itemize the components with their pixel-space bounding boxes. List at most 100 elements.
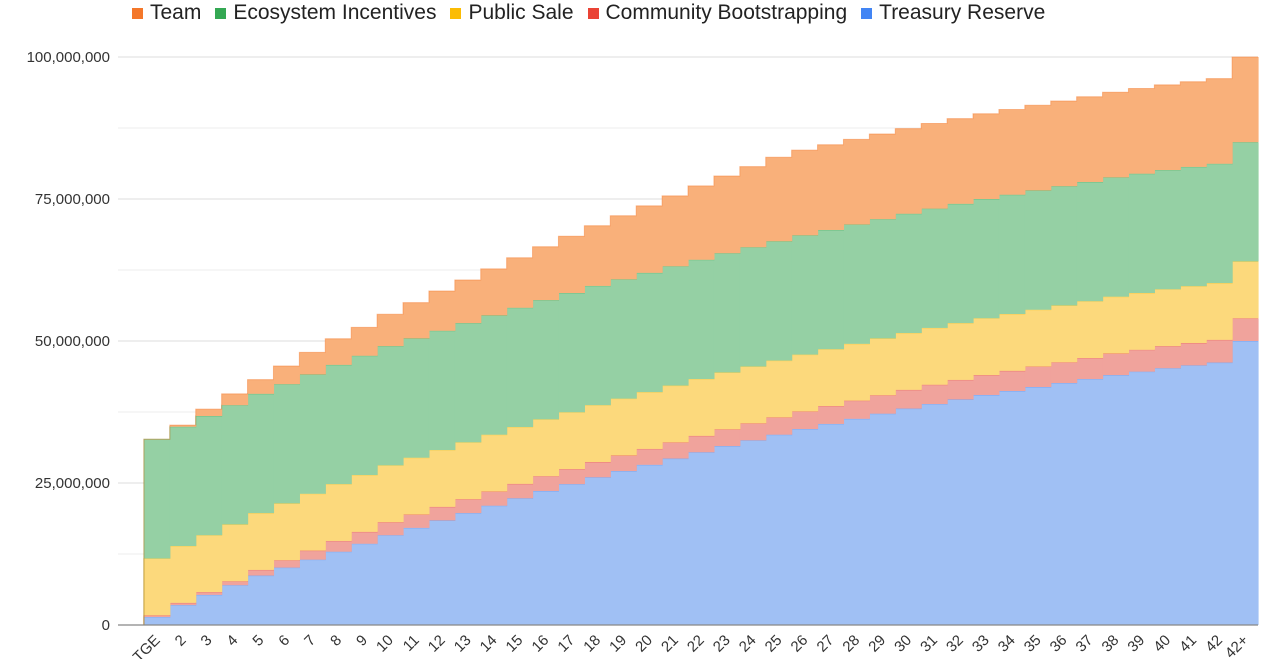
area-step <box>1128 88 1155 174</box>
area-step <box>1128 371 1155 625</box>
area-step <box>1076 358 1104 380</box>
area-step <box>1102 92 1130 178</box>
area-step <box>377 346 404 466</box>
area-step <box>169 605 197 625</box>
area-step <box>688 435 715 453</box>
area-step <box>247 379 275 394</box>
area-step <box>1154 368 1181 625</box>
x-tick-label: 41 <box>1176 632 1200 656</box>
area-step <box>377 522 404 536</box>
area-step <box>584 461 611 478</box>
legend-swatch <box>587 7 599 19</box>
area-step <box>1050 383 1078 625</box>
area-step <box>428 506 456 521</box>
area-step <box>584 285 611 406</box>
area-step <box>169 426 197 547</box>
area-step <box>998 109 1026 195</box>
area-step <box>403 302 430 339</box>
area-step <box>1180 365 1207 625</box>
area-step <box>1206 78 1233 164</box>
area-step <box>1076 379 1104 625</box>
area-step <box>532 476 560 491</box>
area-step <box>973 199 1000 319</box>
area-step <box>998 314 1026 371</box>
x-tick-label: 2 <box>172 632 190 650</box>
y-tick-label: 75,000,000 <box>35 191 110 208</box>
x-tick-label: 14 <box>477 632 501 656</box>
area-step <box>947 323 974 380</box>
area-step <box>558 469 585 485</box>
area-step <box>532 419 560 477</box>
x-tick-label: 30 <box>891 632 915 656</box>
area-step <box>636 392 663 449</box>
area-step <box>973 375 1000 395</box>
area-step <box>869 413 896 625</box>
y-tick-label: 50,000,000 <box>35 333 110 350</box>
area-step <box>325 364 352 485</box>
area-step <box>843 224 870 344</box>
area-step <box>1050 362 1078 384</box>
area-step <box>688 379 715 436</box>
x-tick-label: 39 <box>1124 632 1148 656</box>
x-tick-label: 28 <box>839 632 863 656</box>
area-step <box>1024 387 1052 625</box>
area-step <box>1128 173 1155 294</box>
area-step <box>273 384 300 504</box>
area-step <box>636 448 663 465</box>
area-step <box>947 118 974 204</box>
area-step <box>1206 362 1233 625</box>
x-tick-label: 17 <box>554 632 578 656</box>
area-step <box>662 195 689 267</box>
area-step <box>403 514 430 528</box>
area-step <box>1206 283 1233 340</box>
area-step <box>428 520 456 625</box>
legend-swatch <box>450 7 462 19</box>
area-step <box>221 405 249 525</box>
area-step <box>1128 293 1155 350</box>
area-step <box>662 266 689 386</box>
area-step <box>403 457 430 515</box>
x-tick-label: 31 <box>917 632 941 656</box>
area-step <box>195 409 223 416</box>
area-step <box>973 394 1000 625</box>
x-tick-label: 24 <box>736 632 760 656</box>
area-step <box>195 592 223 595</box>
x-tick-label: 10 <box>373 632 397 656</box>
area-step <box>480 505 508 625</box>
area-series <box>118 56 1259 626</box>
area-step <box>765 434 793 625</box>
area-step <box>247 393 275 514</box>
area-step <box>791 354 819 412</box>
area-step <box>273 503 300 561</box>
area-step <box>713 253 741 373</box>
area-step <box>1024 105 1052 191</box>
x-tick-label: 42+ <box>1222 632 1252 659</box>
x-tick-label: 40 <box>1150 632 1174 656</box>
area-step <box>247 513 275 570</box>
area-step <box>1102 296 1130 354</box>
area-step <box>973 113 1000 199</box>
x-tick-label: 21 <box>658 632 682 656</box>
area-step <box>351 327 378 356</box>
area-step <box>1180 342 1207 366</box>
area-step <box>143 617 171 625</box>
area-step <box>869 133 896 220</box>
area-step <box>610 471 637 625</box>
area-step <box>921 123 948 209</box>
area-step <box>947 379 974 400</box>
legend-item: Public Sale <box>450 1 574 25</box>
area-step <box>558 236 585 294</box>
area-step <box>947 399 974 625</box>
area-step <box>791 150 819 236</box>
area-step <box>1076 181 1104 302</box>
area-step <box>299 352 326 375</box>
x-tick-label: 34 <box>995 632 1019 656</box>
area-step <box>143 558 171 616</box>
area-step <box>1102 177 1130 297</box>
area-step <box>662 458 689 625</box>
x-tick-label: 12 <box>425 632 449 656</box>
x-tick-label: 25 <box>762 632 786 656</box>
area-step <box>739 247 767 367</box>
area-step <box>1024 366 1052 388</box>
x-tick-label: 20 <box>632 632 656 656</box>
